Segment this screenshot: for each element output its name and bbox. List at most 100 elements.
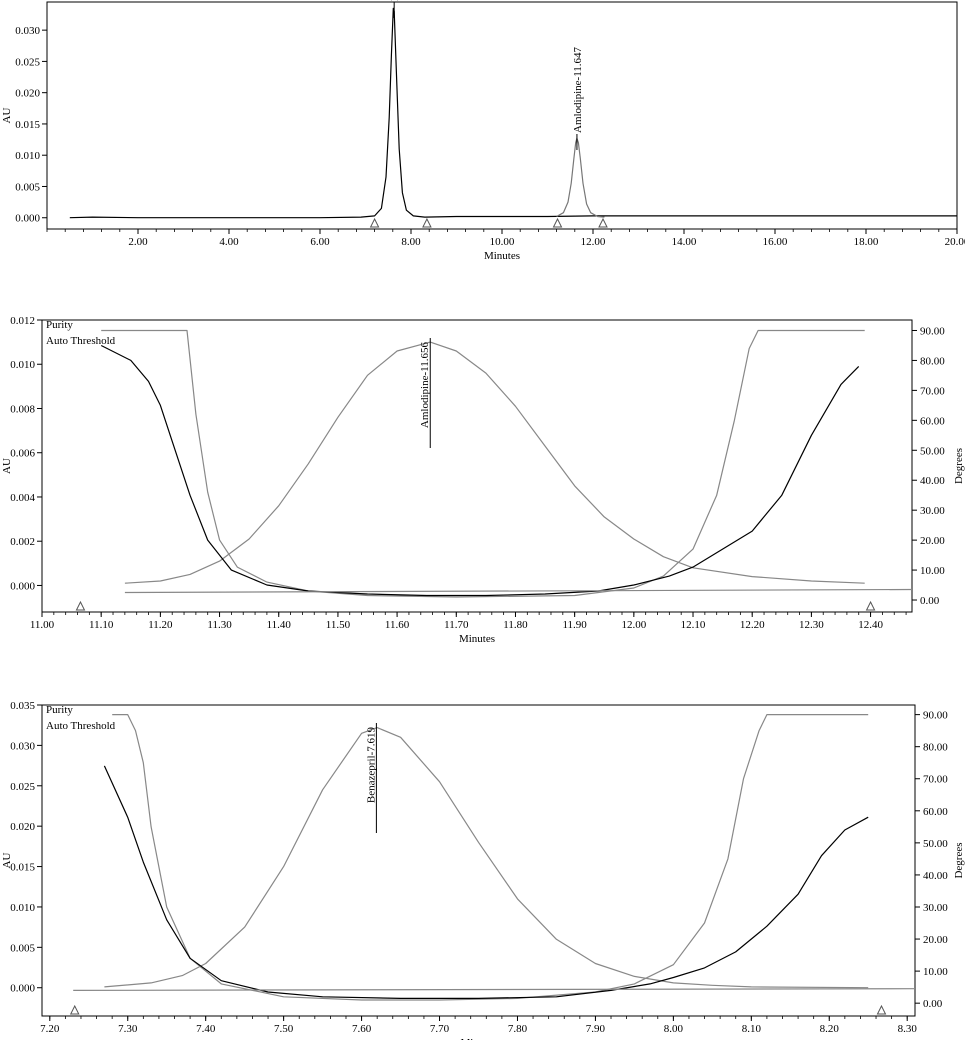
baseline-marker <box>552 217 563 228</box>
x-tick-label: 18.00 <box>854 236 879 248</box>
y-axis-title: AU <box>1 853 13 869</box>
series-line-0 <box>124 341 865 584</box>
amlodipine-purity-panel: 11.00 11.10 11.20 11.30 11.40 11.50 11.60 11.70… <box>1 315 965 645</box>
x-tick-label: 10.00 <box>490 236 515 248</box>
y2-tick-label: 90.00 <box>923 710 948 722</box>
series-line-1 <box>112 714 869 1001</box>
baseline-marker <box>422 217 432 228</box>
x-tick-label: 12.00 <box>621 619 646 631</box>
x-tick-label: 8.20 <box>820 1023 840 1035</box>
legend-label: Purity <box>46 319 73 331</box>
y2-tick-label: 50.00 <box>923 838 948 850</box>
x-tick-label: 8.00 <box>401 236 421 248</box>
x-tick-label: 8.30 <box>898 1023 918 1035</box>
y-tick-label: 0.015 <box>15 119 40 131</box>
y-tick-label: 0.010 <box>10 359 35 371</box>
x-tick-label: 11.60 <box>385 619 410 631</box>
y-tick-label: 0.030 <box>10 740 35 752</box>
x-tick-label: 14.00 <box>672 236 697 248</box>
y-tick-label: 0.006 <box>10 448 35 460</box>
y2-tick-label: 30.00 <box>920 505 945 517</box>
x-tick-label: 20.00 <box>945 236 965 248</box>
peak-label: Benazepril-7.619 <box>365 727 377 804</box>
y2-tick-label: 80.00 <box>920 355 945 367</box>
baseline-marker <box>75 600 86 611</box>
x-axis-title: Minutes <box>460 1037 496 1040</box>
y2-tick-label: 0.00 <box>920 595 940 607</box>
x-tick-label: 12.10 <box>681 619 706 631</box>
peak-label: Amlodipine-11.647 <box>572 46 584 133</box>
x-tick-label: 11.70 <box>444 619 469 631</box>
plot-frame <box>41 319 913 613</box>
x-tick-label: 11.40 <box>267 619 292 631</box>
baseline-marker <box>876 1004 887 1015</box>
y-tick-label: 0.000 <box>15 213 40 225</box>
x-tick-label: 11.30 <box>207 619 232 631</box>
baseline-marker <box>69 1004 80 1015</box>
series-line-1 <box>556 137 605 218</box>
series-line-2 <box>100 344 860 597</box>
y-axis-title: AU <box>1 458 13 474</box>
y-tick-label: 0.020 <box>15 88 40 100</box>
x-tick-label: 11.90 <box>562 619 587 631</box>
y2-tick-label: 10.00 <box>920 565 945 577</box>
benazepril-purity-panel: 7.20 7.30 7.40 7.50 7.60 7.70 7.80 7.90 8.00 8.10… <box>1 700 965 1040</box>
y2-tick-label: 40.00 <box>923 870 948 882</box>
x-tick-label: 12.00 <box>581 236 606 248</box>
x-tick-label: 11.50 <box>326 619 351 631</box>
x-tick-label: 16.00 <box>763 236 788 248</box>
y2-tick-label: 40.00 <box>920 475 945 487</box>
y-tick-label: 0.015 <box>10 862 35 874</box>
y-tick-label: 0.035 <box>10 700 35 712</box>
y2-tick-label: 50.00 <box>920 445 945 457</box>
x-tick-label: 7.70 <box>430 1023 450 1035</box>
y-tick-label: 0.005 <box>15 181 40 193</box>
y-tick-label: 0.012 <box>10 315 35 327</box>
x-tick-label: 7.50 <box>274 1023 294 1035</box>
plot-frame <box>41 704 916 1017</box>
chromatogram-panel: 2.00 4.00 6.00 8.00 10.00 12.00 14.00 16.00 18.0… <box>1 0 965 262</box>
y2-tick-label: 20.00 <box>920 535 945 547</box>
y-tick-label: 0.010 <box>15 150 40 162</box>
series-line-3 <box>124 588 913 594</box>
x-tick-label: 7.40 <box>196 1023 216 1035</box>
x-tick-label: 7.80 <box>508 1023 528 1035</box>
y2-axis-title: Degrees <box>953 842 965 878</box>
legend-label: Auto Threshold <box>46 335 116 347</box>
y2-tick-label: 70.00 <box>923 774 948 786</box>
series-line-3 <box>73 988 916 991</box>
x-tick-label: 7.30 <box>118 1023 138 1035</box>
y2-tick-label: 60.00 <box>923 806 948 818</box>
x-tick-label: 12.20 <box>740 619 765 631</box>
y2-tick-label: 20.00 <box>923 934 948 946</box>
series-line-0 <box>69 7 957 219</box>
x-tick-label: 4.00 <box>219 236 239 248</box>
x-tick-label: 11.80 <box>503 619 528 631</box>
x-tick-label: 12.30 <box>799 619 824 631</box>
legend-label: Auto Threshold <box>46 720 116 732</box>
y-tick-label: 0.005 <box>10 942 35 954</box>
x-tick-label: 11.20 <box>148 619 173 631</box>
x-axis-title: Minutes <box>484 250 520 262</box>
series-line-1 <box>101 329 865 598</box>
peak-label: Amlodipine-11.656 <box>419 342 431 429</box>
x-tick-label: 2.00 <box>128 236 148 248</box>
y-tick-label: 0.030 <box>15 25 40 37</box>
series-line-2 <box>103 765 869 999</box>
baseline-marker <box>865 600 876 611</box>
baseline-marker <box>369 217 380 228</box>
y-tick-label: 0.004 <box>10 492 35 504</box>
x-tick-label: 8.00 <box>664 1023 684 1035</box>
x-tick-label: 7.60 <box>352 1023 372 1035</box>
y-tick-label: 0.002 <box>10 536 35 548</box>
plot-frame <box>46 1 958 230</box>
x-tick-label: 8.10 <box>742 1023 762 1035</box>
x-tick-label: 11.10 <box>89 619 114 631</box>
y-tick-label: 0.020 <box>10 821 35 833</box>
x-axis-title: Minutes <box>459 633 495 645</box>
legend-label: Purity <box>46 704 73 716</box>
y-axis-title: AU <box>1 108 13 124</box>
baseline-marker <box>598 217 608 228</box>
y-tick-label: 0.025 <box>10 781 35 793</box>
